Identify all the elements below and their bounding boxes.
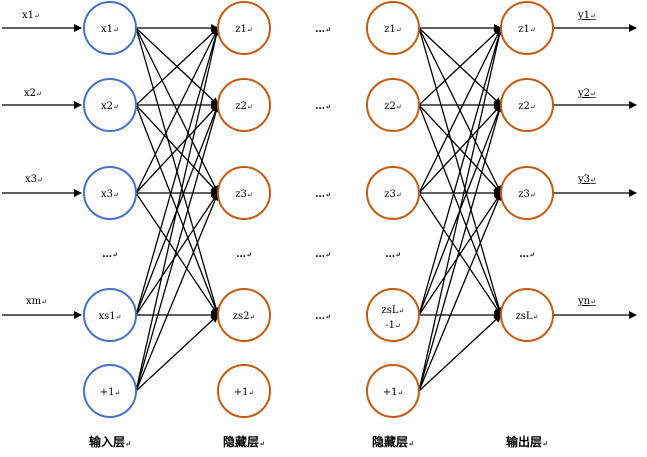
input-node-2 xyxy=(83,78,137,132)
input-node-1 xyxy=(83,1,137,55)
input-arrows: x1↵ x2↵ x3↵ xm↵ xyxy=(2,10,82,319)
hidden1-node-2-label: z2↵ xyxy=(235,101,253,112)
hidden-layer-2: z1↵ z2↵ z3↵ zsL↵ -1↵ +1↵ …↵ xyxy=(366,1,420,418)
output-arrows: y1↵ y2↵ y3↵ yn↵ xyxy=(553,10,637,319)
input-label-1: x1↵ xyxy=(22,10,40,21)
connection-in-h1-3-1 xyxy=(135,27,219,194)
output-label-4: yn↵ xyxy=(577,296,596,307)
output-label-2: y2↵ xyxy=(577,88,596,99)
hidden2-node-1 xyxy=(366,1,420,55)
output-node-1-label: z1↵ xyxy=(518,24,536,35)
output-layer-title: 输出层↵ xyxy=(506,434,548,449)
middle-ellipsis-4: …↵ xyxy=(315,249,331,260)
hidden2-node-3-label: z3↵ xyxy=(384,189,402,200)
connection-in-h1-4-1 xyxy=(135,27,220,316)
input-layer: x1↵ x2↵ x3↵ xs1↵ +1↵ …↵ xyxy=(83,1,137,418)
input-label-3: x3↵ xyxy=(25,174,43,185)
middle-ellipsis-2: …↵ xyxy=(315,101,331,112)
hidden2-ellipsis: …↵ xyxy=(385,249,401,260)
connection-h2-out-5-3 xyxy=(418,192,503,392)
connection-h2-out-3-1 xyxy=(418,27,502,194)
hidden1-node-1 xyxy=(217,1,271,55)
hidden1-node-bias-label: +1↵ xyxy=(234,387,255,398)
middle-ellipsis-column: …↵ …↵ …↵ …↵ …↵ xyxy=(315,24,331,322)
connection-h2-out-3-2 xyxy=(418,104,502,194)
hidden2-node-2 xyxy=(366,78,420,132)
input-node-3-label: x3↵ xyxy=(101,189,119,200)
output-node-1 xyxy=(500,1,554,55)
connection-in-h1-5-3 xyxy=(135,192,220,392)
output-node-2 xyxy=(500,78,554,132)
connection-in-h1-5-4 xyxy=(135,314,219,392)
hidden2-node-4-label: zsL↵ xyxy=(382,305,405,316)
connection-h2-out-2-1 xyxy=(418,27,502,106)
input-node-4-label: xs1↵ xyxy=(98,311,121,322)
hidden2-node-4 xyxy=(366,288,420,342)
hidden1-node-2 xyxy=(217,78,271,132)
connection-h2-out-5-4 xyxy=(418,314,502,392)
connection-in-h1-5-1 xyxy=(135,27,221,392)
layer-titles: 输入层↵ 隐藏层↵ 隐藏层↵ 输出层↵ xyxy=(89,434,548,449)
output-node-2-label: z2↵ xyxy=(518,101,536,112)
output-node-3-label: z3↵ xyxy=(518,189,536,200)
connection-in-h1-2-1 xyxy=(135,27,219,106)
input-node-4 xyxy=(83,288,137,342)
middle-ellipsis-1: …↵ xyxy=(315,24,331,35)
output-node-4 xyxy=(500,288,554,342)
connections xyxy=(135,24,504,392)
hidden2-node-4-label-line2: -1↵ xyxy=(385,320,401,331)
hidden1-node-bias xyxy=(217,364,271,418)
hidden2-layer-title: 隐藏层↵ xyxy=(372,434,414,449)
hidden1-node-4 xyxy=(217,288,271,342)
input-node-1-label: x1↵ xyxy=(101,24,119,35)
middle-ellipsis-5: …↵ xyxy=(315,311,331,322)
output-label-3: y3↵ xyxy=(577,174,596,185)
connection-in-h1-5-2 xyxy=(135,104,220,392)
hidden1-node-1-label: z1↵ xyxy=(235,24,253,35)
input-node-bias-label: +1↵ xyxy=(100,387,121,398)
input-layer-title: 输入层↵ xyxy=(89,434,131,449)
connection-h2-out-5-1 xyxy=(418,27,504,392)
hidden2-node-3 xyxy=(366,166,420,220)
hidden2-node-1-label: z1↵ xyxy=(384,24,402,35)
hidden-layer-1: z1↵ z2↵ z3↵ zs2↵ +1↵ …↵ xyxy=(217,1,271,418)
input-node-2-label: x2↵ xyxy=(101,101,119,112)
output-label-1: y1↵ xyxy=(577,10,596,21)
input-layer-ellipsis: …↵ xyxy=(102,249,118,260)
connection-h2-out-5-2 xyxy=(418,104,503,392)
input-label-2: x2↵ xyxy=(24,88,42,99)
connection-in-h1-4-3 xyxy=(135,192,219,316)
output-ellipsis: …↵ xyxy=(519,249,535,260)
connection-h2-out-4-3 xyxy=(418,192,502,316)
hidden1-layer-title: 隐藏层↵ xyxy=(223,434,265,449)
hidden2-node-2-label: z2↵ xyxy=(384,101,402,112)
input-node-3 xyxy=(83,166,137,220)
connection-in-h1-3-2 xyxy=(135,104,219,194)
input-label-4: xm↵ xyxy=(26,296,47,307)
hidden2-node-bias xyxy=(366,364,420,418)
hidden2-node-bias-label: +1↵ xyxy=(383,387,404,398)
input-node-bias xyxy=(83,364,137,418)
connection-h2-out-4-1 xyxy=(418,27,503,316)
hidden1-node-3-label: z3↵ xyxy=(235,189,253,200)
hidden1-ellipsis: …↵ xyxy=(236,249,252,260)
hidden1-node-4-label: zs2↵ xyxy=(233,311,256,322)
output-node-4-label: zsL↵ xyxy=(516,311,539,322)
output-layer: z1↵ z2↵ z3↵ zsL↵ …↵ xyxy=(500,1,554,342)
output-node-3 xyxy=(500,166,554,220)
hidden1-node-3 xyxy=(217,166,271,220)
middle-ellipsis-3: …↵ xyxy=(315,189,331,200)
